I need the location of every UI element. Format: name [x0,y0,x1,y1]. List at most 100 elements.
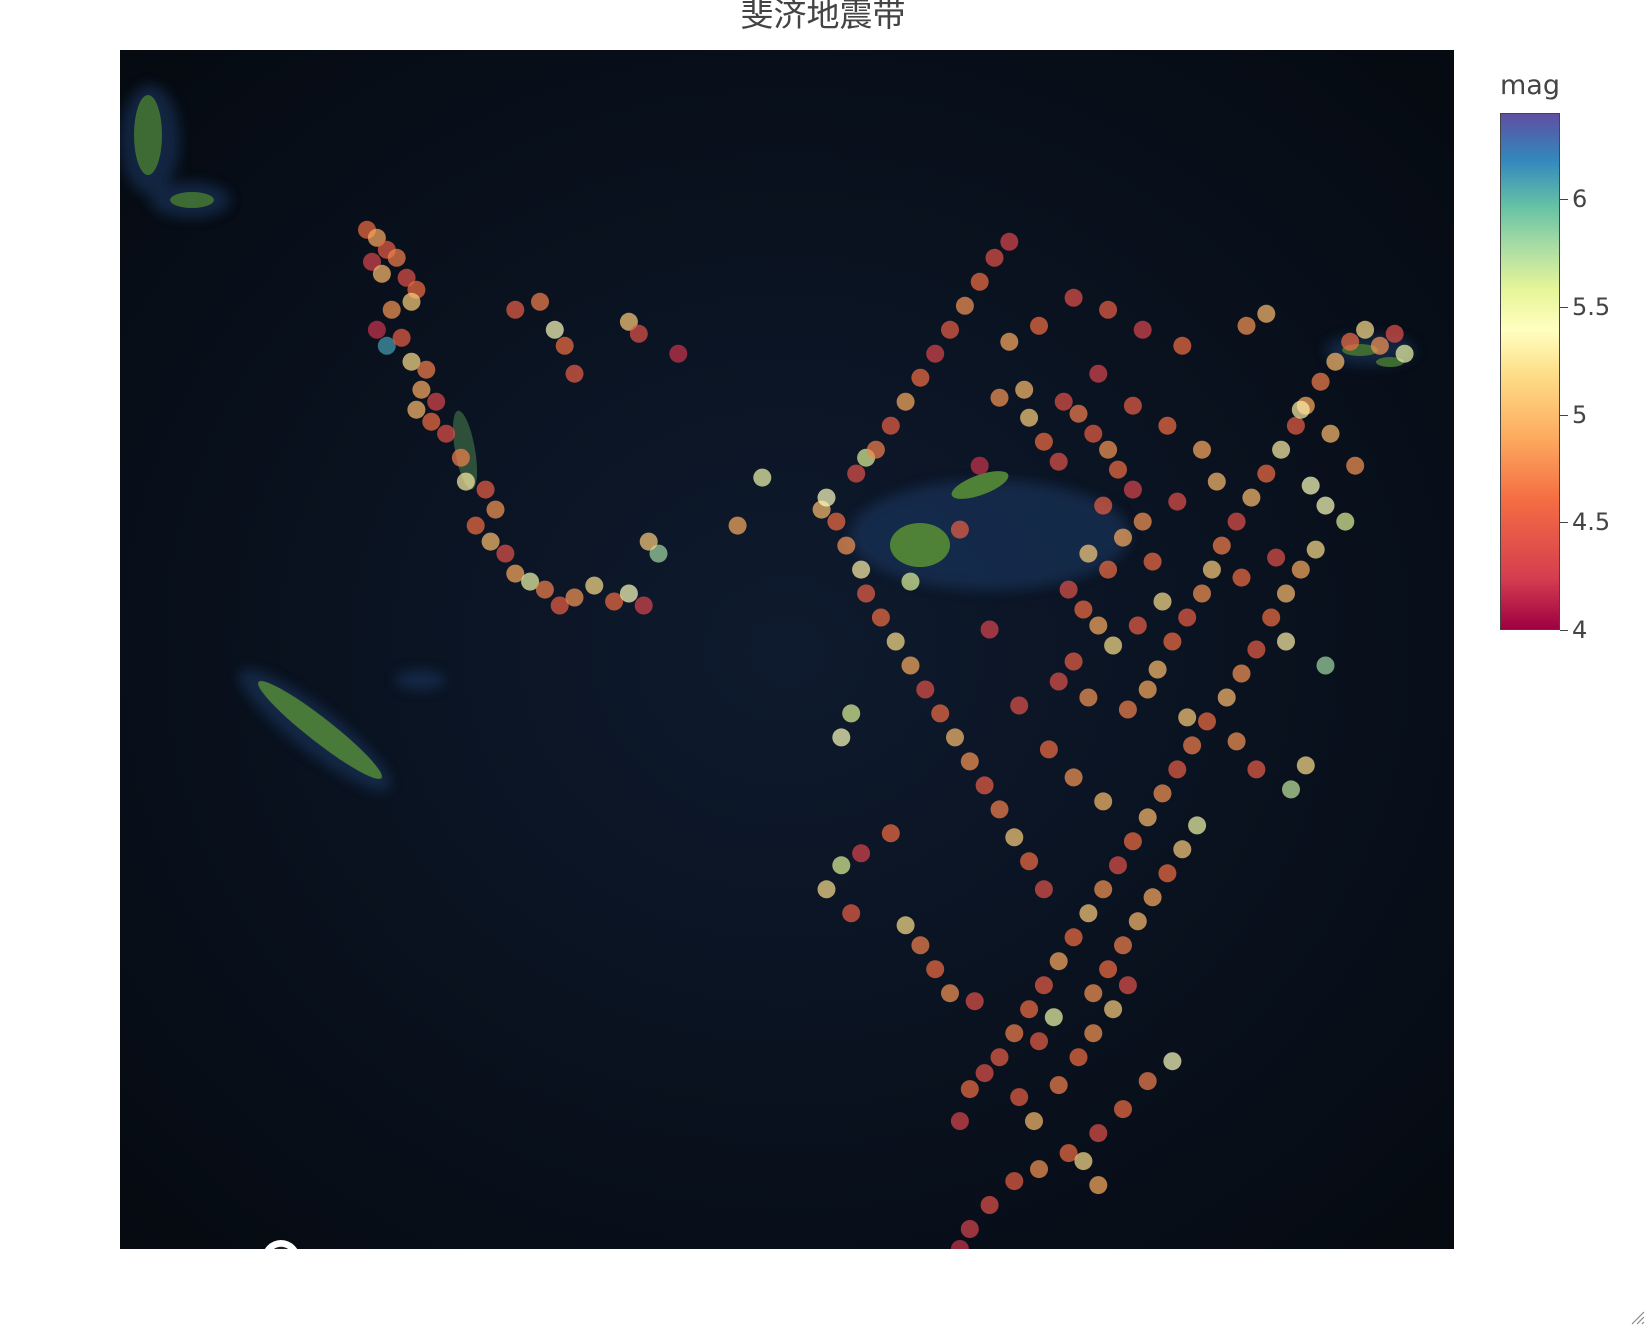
earthquake-point[interactable] [1133,512,1152,531]
earthquake-point[interactable] [531,292,549,311]
earthquake-point[interactable] [886,632,905,651]
earthquake-point[interactable] [950,1240,969,1249]
earthquake-point[interactable] [1296,756,1315,775]
earthquake-point[interactable] [970,456,989,475]
earthquake-point[interactable] [926,960,945,979]
earthquake-point[interactable] [896,392,915,411]
earthquake-point[interactable] [1059,1144,1078,1163]
earthquake-point[interactable] [911,936,930,955]
earthquake-point[interactable] [1109,460,1127,479]
earthquake-point[interactable] [1084,1024,1103,1043]
earthquake-point[interactable] [1168,492,1187,511]
earthquake-point[interactable] [866,440,885,459]
earthquake-point[interactable] [1257,464,1276,483]
earthquake-point[interactable] [1138,1072,1157,1091]
earthquake-point[interactable] [1020,1000,1039,1019]
earthquake-point[interactable] [1079,688,1098,707]
earthquake-point[interactable] [1049,672,1068,691]
earthquake-point[interactable] [1128,616,1147,635]
earthquake-point[interactable] [852,560,871,579]
earthquake-point[interactable] [1316,656,1335,675]
earthquake-point[interactable] [1148,660,1167,679]
earthquake-point[interactable] [837,536,856,555]
earthquake-point[interactable] [1099,960,1118,979]
earthquake-point[interactable] [1326,352,1345,371]
earthquake-point[interactable] [970,272,989,291]
earthquake-point[interactable] [1104,1000,1123,1019]
earthquake-point[interactable] [1079,544,1098,563]
earthquake-point[interactable] [437,424,456,443]
earthquake-point[interactable] [1123,396,1142,415]
earthquake-point[interactable] [1094,792,1113,811]
earthquake-point[interactable] [1143,888,1162,907]
earthquake-point[interactable] [367,228,386,247]
earthquake-point[interactable] [1138,808,1157,827]
earthquake-point[interactable] [955,296,974,315]
earthquake-point[interactable] [1099,560,1118,579]
earthquake-point[interactable] [1282,780,1300,799]
earthquake-point[interactable] [1306,540,1325,559]
earthquake-point[interactable] [852,844,871,863]
earthquake-point[interactable] [1084,424,1103,443]
earthquake-point[interactable] [1000,332,1019,351]
earthquake-point[interactable] [1069,1048,1088,1067]
earthquake-point[interactable] [417,360,436,379]
earthquake-point[interactable] [1237,316,1256,335]
earthquake-point[interactable] [1005,1172,1024,1191]
earthquake-point[interactable] [960,1220,979,1238]
earthquake-point[interactable] [1183,736,1202,755]
earthquake-point[interactable] [387,248,406,267]
earthquake-point[interactable] [451,448,470,467]
earthquake-point[interactable] [950,520,969,539]
earthquake-point[interactable] [1395,344,1414,363]
earthquake-point[interactable] [1242,488,1261,507]
earthquake-point[interactable] [1247,760,1266,779]
earthquake-point[interactable] [1202,560,1221,579]
earthquake-point[interactable] [817,488,836,507]
earthquake-point[interactable] [1104,636,1123,655]
earthquake-point[interactable] [1005,828,1024,847]
earthquake-point[interactable] [1039,740,1058,759]
earthquake-point[interactable] [1005,1024,1024,1043]
earthquake-point[interactable] [649,544,668,563]
earthquake-point[interactable] [456,472,475,491]
map-logo-icon[interactable] [262,1240,300,1249]
earthquake-point[interactable] [1010,696,1029,715]
earthquake-point[interactable] [1049,1076,1068,1095]
earthquake-point[interactable] [367,320,386,339]
earthquake-point[interactable] [1262,608,1281,627]
earthquake-point[interactable] [827,512,846,531]
earthquake-point[interactable] [1089,1124,1108,1143]
earthquake-point[interactable] [975,1064,994,1083]
earthquake-point[interactable] [960,752,979,771]
earthquake-point[interactable] [832,856,851,875]
earthquake-point[interactable] [1178,608,1197,627]
earthquake-point[interactable] [1138,680,1157,699]
earthquake-point[interactable] [1301,476,1320,495]
earthquake-point[interactable] [965,992,984,1011]
earthquake-point[interactable] [1123,480,1142,499]
earthquake-point[interactable] [975,776,994,795]
earthquake-point[interactable] [990,388,1009,407]
earthquake-point[interactable] [946,728,964,747]
earthquake-point[interactable] [1207,472,1226,491]
earthquake-point[interactable] [1286,416,1305,435]
earthquake-point[interactable] [1356,320,1375,339]
earthquake-point[interactable] [1089,1176,1108,1195]
earthquake-point[interactable] [382,300,401,319]
earthquake-point[interactable] [1133,320,1152,339]
earthquake-point[interactable] [1094,496,1113,515]
earthquake-point[interactable] [980,1196,999,1214]
earthquake-point[interactable] [605,592,624,611]
earthquake-point[interactable] [1114,1100,1132,1119]
earthquake-point[interactable] [1099,300,1118,319]
earthquake-point[interactable] [901,572,920,591]
earthquake-point[interactable] [1044,1008,1063,1027]
earthquake-point[interactable] [901,656,920,675]
earthquake-point[interactable] [377,336,396,355]
earthquake-point[interactable] [1173,840,1192,859]
earthquake-point[interactable] [427,392,446,411]
earthquake-point[interactable] [1099,440,1118,459]
earthquake-point[interactable] [1020,852,1039,871]
earthquake-point[interactable] [1064,652,1083,671]
